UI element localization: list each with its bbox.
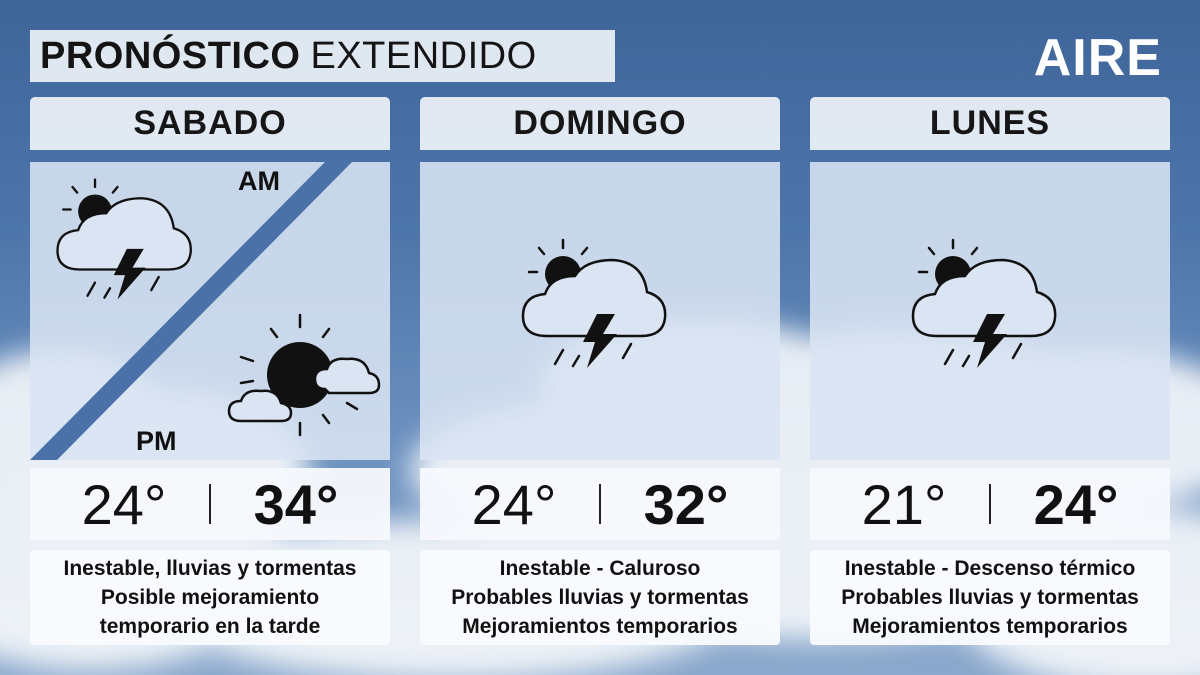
temperature-range: 24° 34° xyxy=(30,468,390,540)
page-title: PRONÓSTICO EXTENDIDO xyxy=(30,30,615,82)
thunderstorm-partly-cloudy-icon xyxy=(521,238,667,368)
temp-max: 32° xyxy=(643,472,729,536)
title-light: EXTENDIDO xyxy=(310,34,537,77)
temp-min: 24° xyxy=(471,472,557,536)
temp-separator xyxy=(599,484,601,524)
day-name: SABADO xyxy=(30,97,390,150)
day-column-lunes: LUNES 21° 24° Inestable - Descenso térmi… xyxy=(810,0,1170,675)
temp-max: 34° xyxy=(253,472,339,536)
day-column-sabado: SABADO AM PM xyxy=(30,0,390,675)
brand-logo: AIRE xyxy=(1033,29,1162,87)
thunderstorm-partly-cloudy-icon xyxy=(911,238,1057,368)
pm-label: PM xyxy=(136,426,177,456)
temp-separator xyxy=(989,484,991,524)
icon-panel xyxy=(810,162,1170,460)
temp-min: 24° xyxy=(81,472,167,536)
temp-max: 24° xyxy=(1033,472,1119,536)
description-line: temporario en la tarde xyxy=(99,615,321,638)
temperature-range: 21° 24° xyxy=(810,468,1170,540)
description-line: Probables lluvias y tormentas xyxy=(841,586,1139,609)
temp-separator xyxy=(209,484,211,524)
description-line: Mejoramientos temporarios xyxy=(852,615,1128,638)
title-bold: PRONÓSTICO xyxy=(40,34,301,77)
temp-min: 21° xyxy=(861,472,947,536)
description-line: Inestable - Descenso térmico xyxy=(844,557,1136,580)
day-name: LUNES xyxy=(810,97,1170,150)
temperature-range: 24° 32° xyxy=(420,468,780,540)
description-line: Probables lluvias y tormentas xyxy=(451,586,749,609)
description-line: Inestable - Caluroso xyxy=(499,557,701,580)
icon-panel-split: AM PM xyxy=(30,162,390,460)
am-pm-divider xyxy=(30,162,352,460)
thunderstorm-partly-cloudy-icon xyxy=(56,178,192,300)
am-label: AM xyxy=(238,166,280,196)
description-line: Mejoramientos temporarios xyxy=(462,615,738,638)
forecast-description: Inestable, lluvias y tormentas Posible m… xyxy=(30,550,390,645)
day-name: DOMINGO xyxy=(420,97,780,150)
forecast-description: Inestable - Descenso térmico Probables l… xyxy=(810,550,1170,645)
icon-panel xyxy=(420,162,780,460)
description-line: Inestable, lluvias y tormentas xyxy=(63,557,357,580)
sun-with-clouds-icon xyxy=(227,313,381,437)
description-line: Posible mejoramiento xyxy=(100,586,320,609)
forecast-description: Inestable - Caluroso Probables lluvias y… xyxy=(420,550,780,645)
day-column-domingo: DOMINGO 24° 32° Inestable - Caluroso Pro… xyxy=(420,0,780,675)
